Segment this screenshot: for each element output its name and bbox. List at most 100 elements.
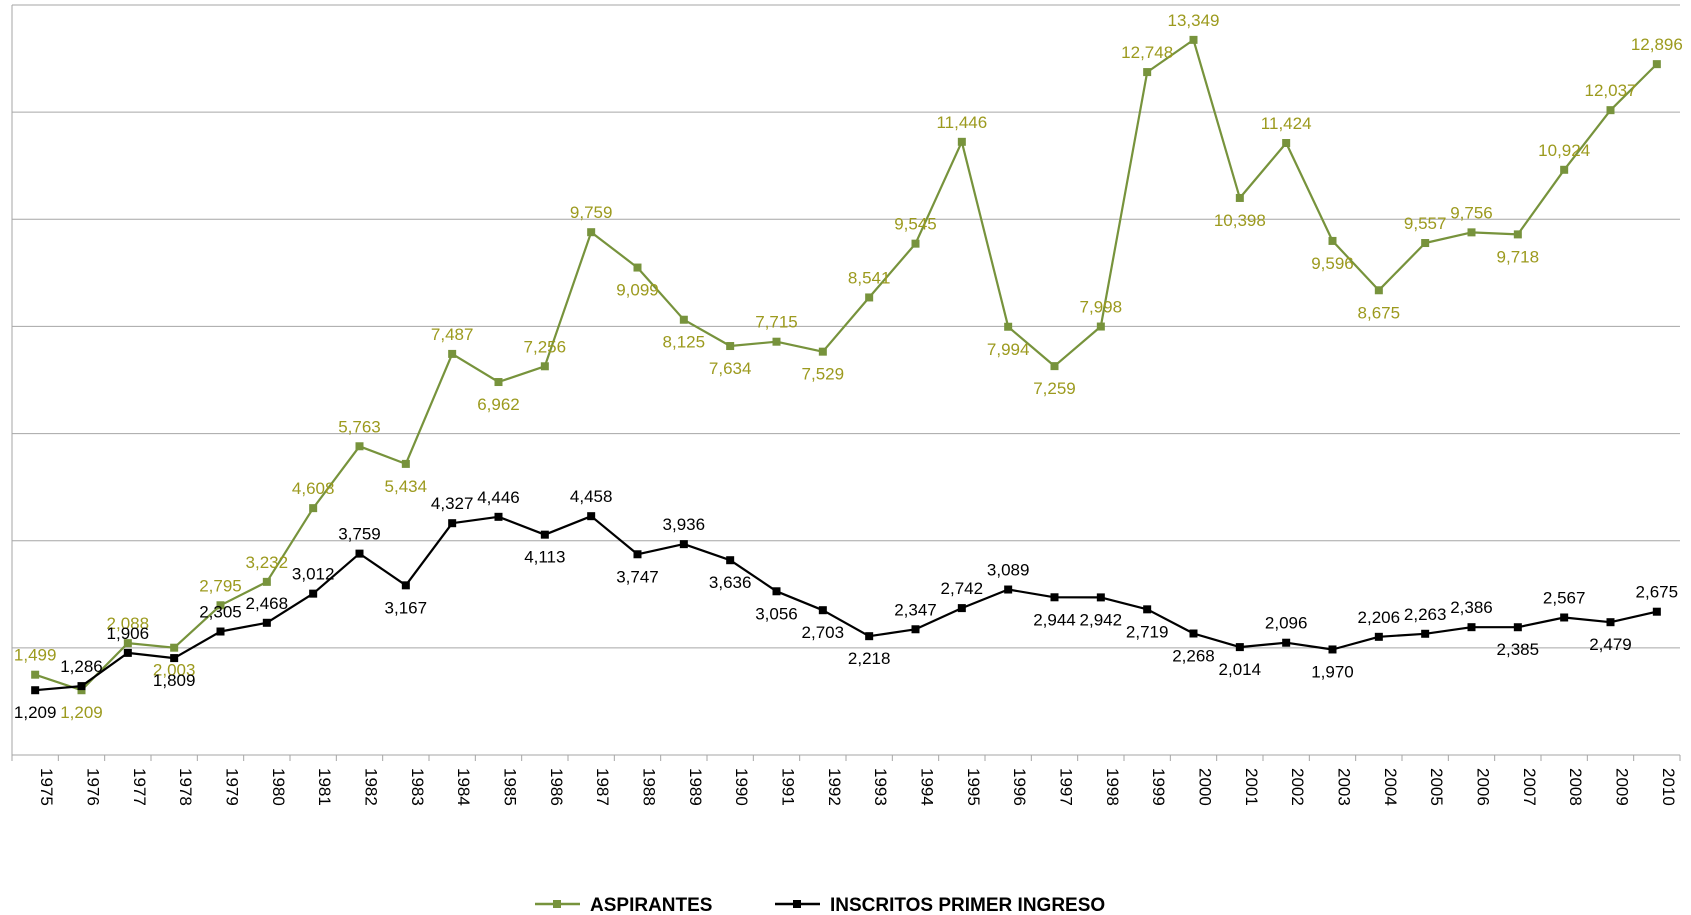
data-label: 1,209 xyxy=(14,703,57,722)
data-point xyxy=(1374,286,1383,295)
x-tick-label: 2009 xyxy=(1613,768,1632,806)
x-tick-label: 1994 xyxy=(918,768,937,806)
data-label: 7,634 xyxy=(709,359,752,378)
series-line-1 xyxy=(35,515,1658,692)
data-label: 9,557 xyxy=(1404,214,1447,233)
data-label: 2,347 xyxy=(894,600,937,619)
data-label: 2,305 xyxy=(199,603,242,622)
x-tick-label: 1989 xyxy=(686,768,705,806)
data-label: 2,795 xyxy=(199,576,242,595)
x-tick-label: 2010 xyxy=(1659,768,1678,806)
x-tick-label: 1998 xyxy=(1103,768,1122,806)
data-point xyxy=(679,540,688,549)
data-point xyxy=(494,512,503,521)
data-point xyxy=(818,347,827,356)
data-point xyxy=(1606,106,1615,115)
data-point xyxy=(216,601,225,610)
data-point xyxy=(540,530,549,539)
data-point xyxy=(1467,228,1476,237)
data-label: 3,759 xyxy=(338,525,381,544)
data-label: 7,998 xyxy=(1080,298,1123,317)
data-label: 1,970 xyxy=(1311,662,1354,681)
data-point xyxy=(1050,362,1059,371)
data-point xyxy=(587,512,596,521)
data-point xyxy=(77,686,86,695)
data-label: 5,763 xyxy=(338,417,381,436)
data-point xyxy=(818,606,827,615)
data-label: 5,434 xyxy=(385,477,428,496)
data-point xyxy=(957,604,966,613)
data-point xyxy=(1328,236,1337,245)
data-label: 9,759 xyxy=(570,203,613,222)
x-tick-label: 1991 xyxy=(779,768,798,806)
data-label: 4,446 xyxy=(477,488,520,507)
data-label: 11,424 xyxy=(1261,114,1312,133)
data-label: 4,327 xyxy=(431,494,474,513)
data-label: 2,703 xyxy=(802,623,845,642)
x-tick-label: 1999 xyxy=(1149,768,1168,806)
data-point xyxy=(1282,638,1291,647)
data-point xyxy=(262,618,271,627)
data-label: 3,167 xyxy=(385,598,428,617)
data-point xyxy=(772,337,781,346)
data-label: 9,545 xyxy=(894,215,937,234)
data-point xyxy=(1606,618,1615,627)
data-label: 12,896 xyxy=(1631,35,1683,54)
data-label: 7,487 xyxy=(431,325,474,344)
data-point xyxy=(448,349,457,358)
data-label: 8,675 xyxy=(1358,303,1401,322)
data-point xyxy=(401,459,410,468)
data-label: 13,349 xyxy=(1168,11,1220,30)
data-label: 3,232 xyxy=(246,553,289,572)
data-label: 2,675 xyxy=(1636,583,1679,602)
data-label: 2,263 xyxy=(1404,605,1447,624)
data-label: 7,994 xyxy=(987,340,1030,359)
data-label: 2,385 xyxy=(1497,640,1540,659)
data-point xyxy=(1096,593,1105,602)
data-label: 10,398 xyxy=(1214,211,1266,230)
data-label: 2,944 xyxy=(1033,610,1076,629)
data-label: 10,924 xyxy=(1538,141,1590,160)
data-label: 2,014 xyxy=(1219,660,1262,679)
data-point xyxy=(401,581,410,590)
x-tick-label: 1976 xyxy=(84,768,103,806)
x-tick-label: 2007 xyxy=(1520,768,1539,806)
x-tick-label: 1982 xyxy=(362,768,381,806)
x-axis-tick-labels: 1975 1976 1977 1978 1979 1980 1981 1982 1983 1984… xyxy=(37,768,1678,806)
x-tick-label: 2006 xyxy=(1474,768,1493,806)
data-label: 2,742 xyxy=(941,579,984,598)
legend-label-inscritos: INSCRITOS PRIMER INGRESO xyxy=(830,895,1105,915)
x-tick-label: 1985 xyxy=(501,768,520,806)
x-tick-label: 1997 xyxy=(1057,768,1076,806)
data-label: 7,715 xyxy=(755,313,798,332)
x-tick-label: 2002 xyxy=(1288,768,1307,806)
data-point xyxy=(1189,35,1198,44)
x-tick-label: 1978 xyxy=(176,768,195,806)
data-point xyxy=(309,504,318,513)
data-label: 9,756 xyxy=(1450,203,1493,222)
data-label: 2,719 xyxy=(1126,622,1169,641)
data-point xyxy=(540,362,549,371)
x-tick-label: 2004 xyxy=(1381,768,1400,806)
data-point xyxy=(772,587,781,596)
data-point xyxy=(1096,322,1105,331)
data-point xyxy=(911,625,920,634)
legend-marker-inscritos xyxy=(793,900,801,908)
data-label: 2,942 xyxy=(1080,610,1123,629)
x-tick-label: 2003 xyxy=(1335,768,1354,806)
data-point xyxy=(170,643,179,652)
data-label: 2,468 xyxy=(246,594,289,613)
data-point xyxy=(1374,632,1383,641)
data-point xyxy=(726,556,735,565)
data-label: 1,809 xyxy=(153,671,196,690)
data-point xyxy=(1328,645,1337,654)
data-point xyxy=(1513,230,1522,239)
data-point xyxy=(1189,629,1198,638)
data-point xyxy=(31,670,40,679)
data-point xyxy=(1560,613,1569,622)
x-tick-label: 2001 xyxy=(1242,768,1261,806)
data-point xyxy=(1050,593,1059,602)
data-label: 12,748 xyxy=(1121,43,1173,62)
x-tick-label: 1992 xyxy=(825,768,844,806)
